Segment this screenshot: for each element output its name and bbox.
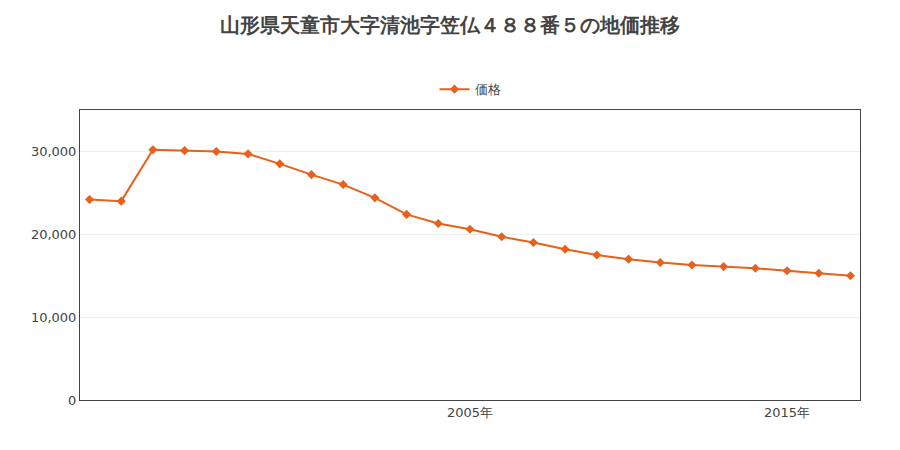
svg-text:30,000: 30,000: [31, 144, 77, 159]
svg-text:10,000: 10,000: [31, 310, 77, 325]
svg-text:2005年: 2005年: [447, 405, 493, 420]
svg-text:価格: 価格: [475, 82, 501, 97]
svg-text:20,000: 20,000: [31, 227, 77, 242]
svg-text:0: 0: [68, 393, 76, 408]
svg-text:2015年: 2015年: [764, 405, 810, 420]
svg-text:山形県天童市大字清池字笠仏４８８番５の地価推移: 山形県天童市大字清池字笠仏４８８番５の地価推移: [220, 13, 680, 37]
